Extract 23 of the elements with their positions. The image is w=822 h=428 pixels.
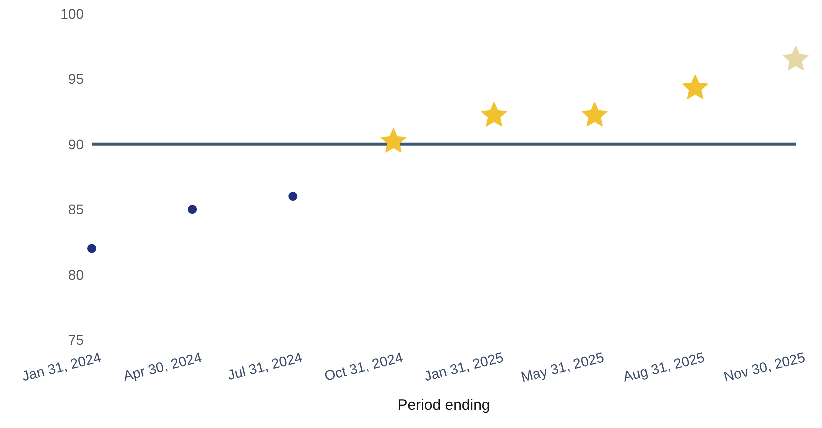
point: [380, 128, 407, 153]
y-tick-label: 85: [68, 202, 84, 218]
x-tick-label: Jan 31, 2024: [20, 349, 104, 384]
x-tick-label: Apr 30, 2024: [122, 349, 204, 384]
x-tick-label: Aug 31, 2025: [622, 349, 707, 385]
y-tick-label: 80: [68, 266, 84, 283]
point: [288, 192, 298, 202]
point: [88, 244, 96, 254]
x-tick-label: May 31, 2025: [520, 349, 606, 386]
point: [682, 74, 708, 100]
x-tick-label: Jan 31, 2025: [422, 349, 506, 384]
x-axis-title: Period ending: [398, 397, 490, 414]
x-tick-label: Oct 31, 2024: [322, 349, 405, 384]
y-tick-label: 90: [68, 136, 84, 152]
x-tick-label: Nov 30, 2025: [722, 349, 808, 385]
point: [481, 102, 508, 127]
point: [188, 205, 198, 214]
point: [783, 46, 809, 71]
point: [582, 102, 608, 127]
y-tick-label: 75: [68, 332, 84, 348]
y-tick-label: 100: [60, 6, 84, 22]
y-tick-label: 95: [68, 71, 84, 88]
x-tick-label: Jul 31, 2024: [226, 349, 304, 384]
